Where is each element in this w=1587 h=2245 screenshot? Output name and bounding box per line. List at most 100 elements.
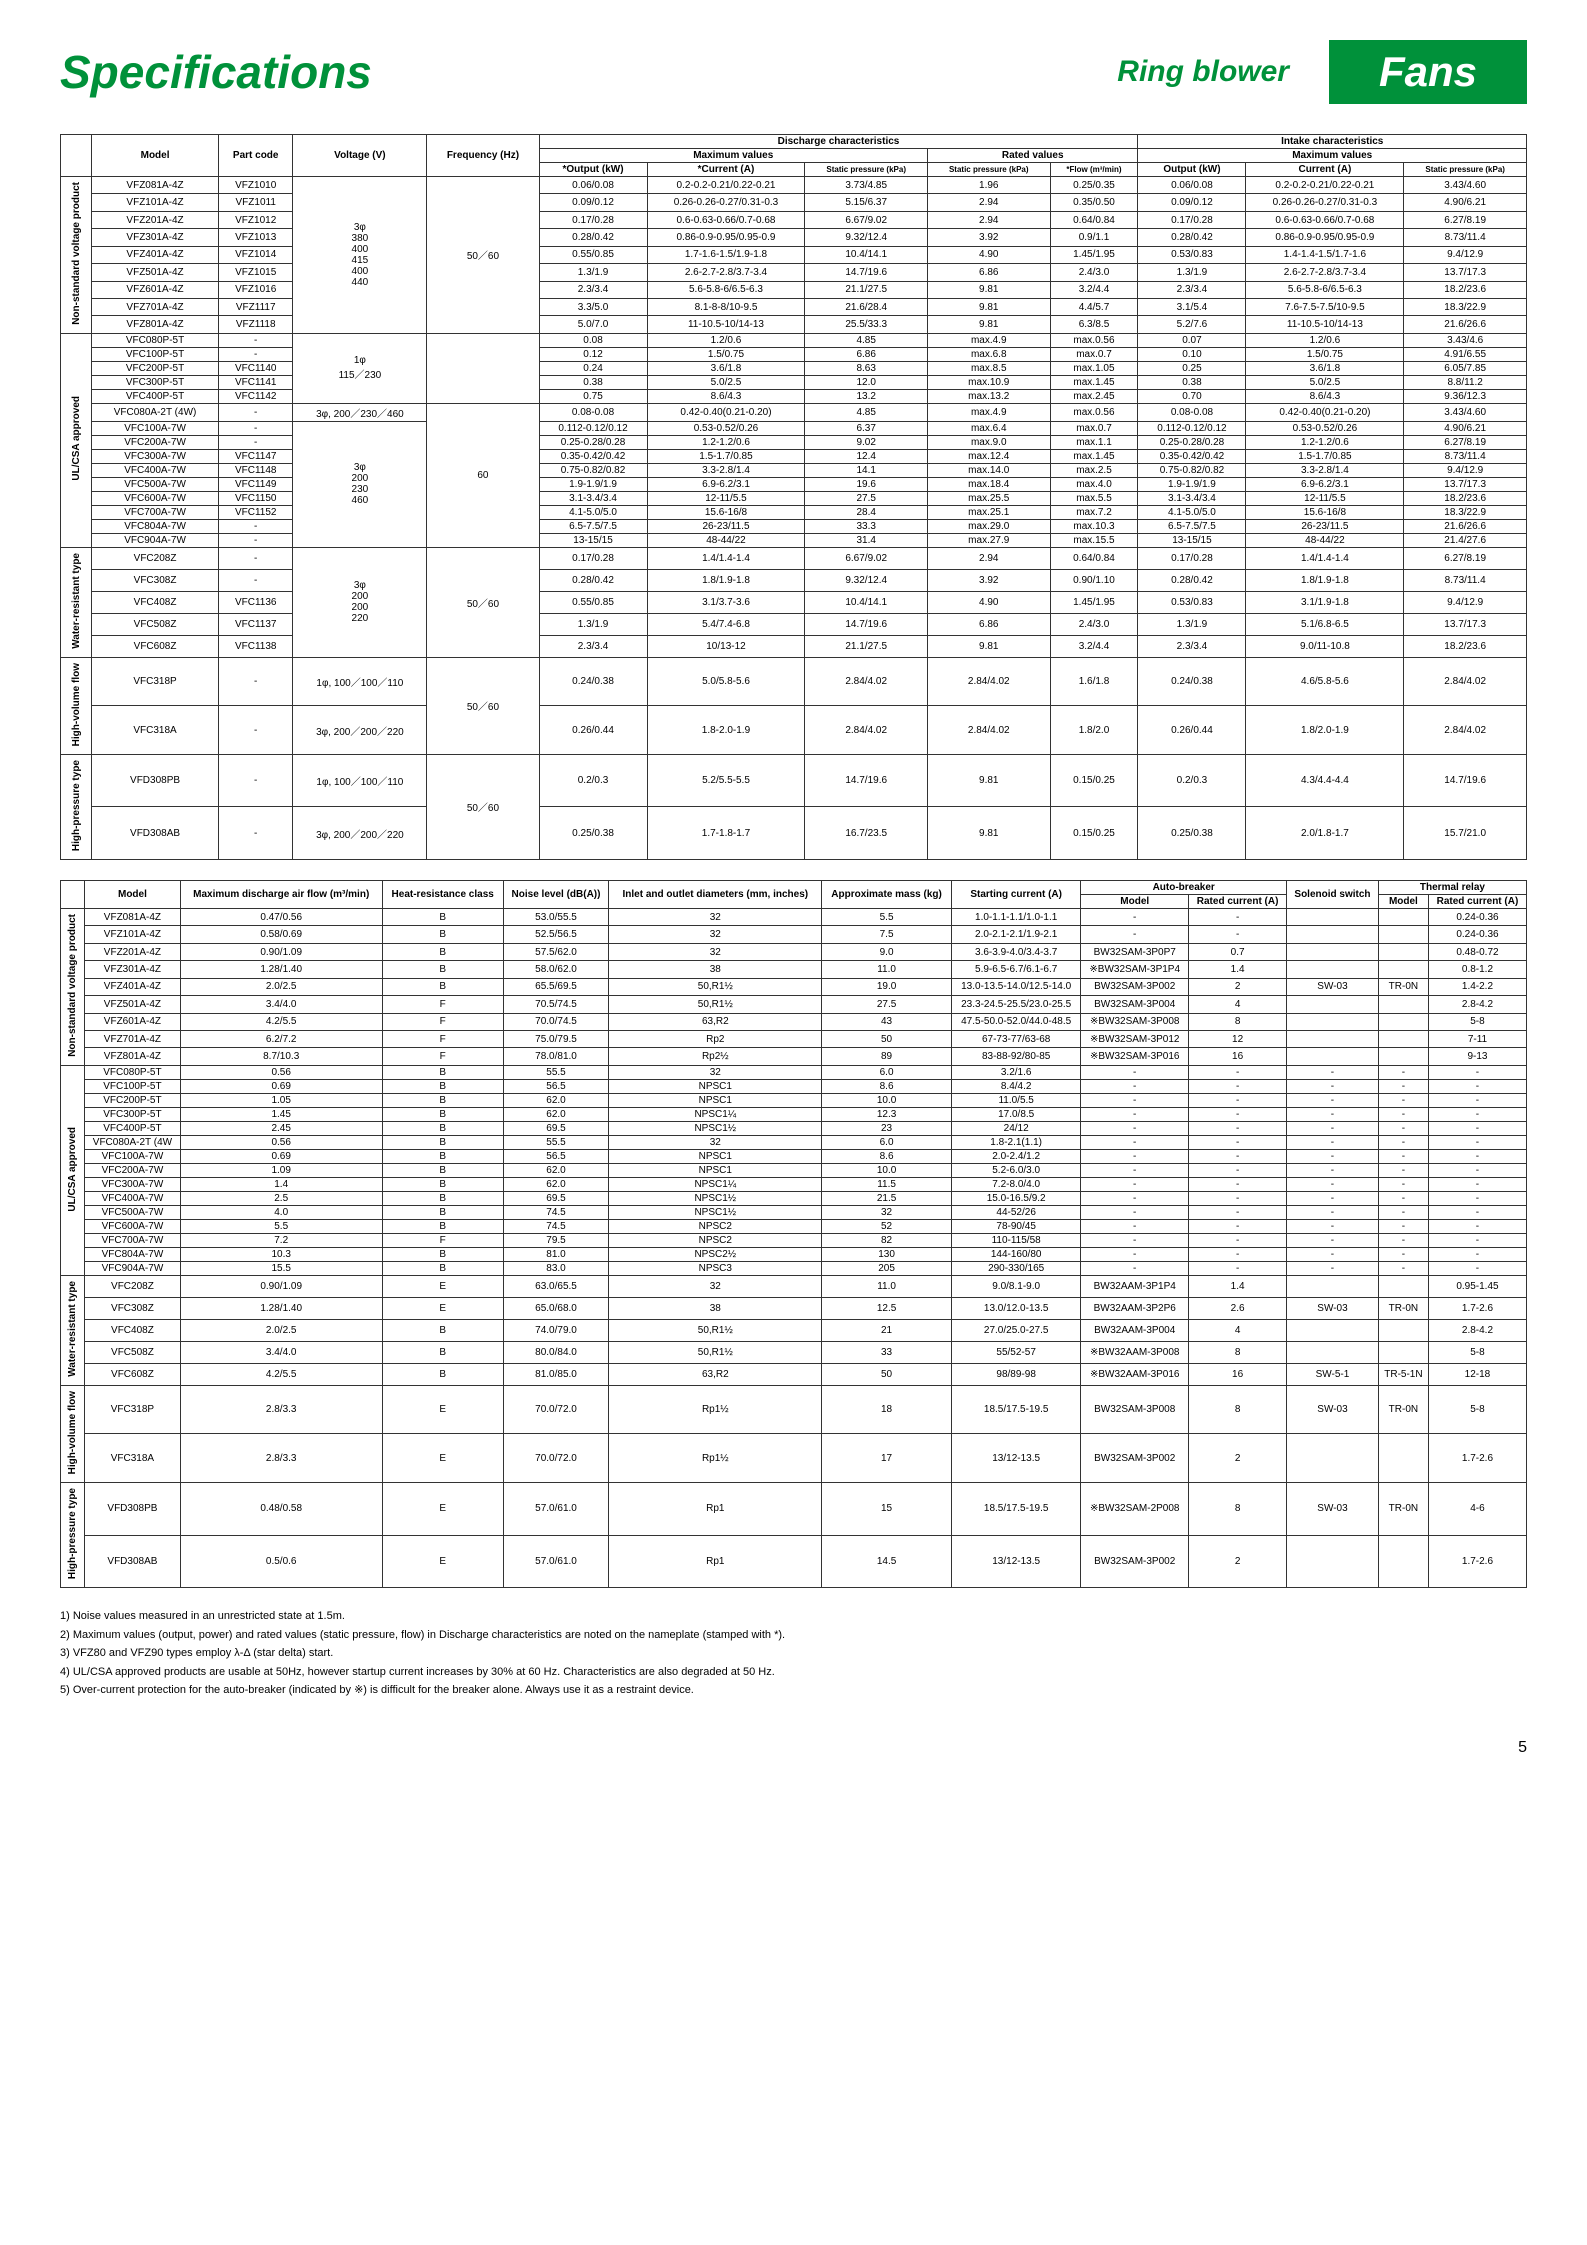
cell: ※BW32SAM-3P012 (1081, 1031, 1189, 1048)
cell: 0.24-0.36 (1428, 909, 1526, 926)
cell: - (1189, 1135, 1287, 1149)
cell: VFZ801A-4Z (85, 1048, 180, 1065)
cell: 1.9-1.9/1.9 (1138, 477, 1246, 491)
cell: 89 (822, 1048, 952, 1065)
cell: 43 (822, 1013, 952, 1030)
cell: - (218, 435, 292, 449)
cell: 8 (1189, 1482, 1287, 1535)
cell: - (1081, 1135, 1189, 1149)
cell: 12-11/5.5 (1246, 491, 1404, 505)
cell: - (1081, 1247, 1189, 1261)
cell: 0.69 (180, 1149, 382, 1163)
cell: - (1378, 1107, 1428, 1121)
cell: ※BW32AAM-3P008 (1081, 1341, 1189, 1363)
cell: 31.4 (805, 533, 928, 547)
cell: 3.2/1.6 (952, 1065, 1081, 1079)
cell: 13.0-13.5-14.0/12.5-14.0 (952, 978, 1081, 995)
cell: 2.5 (180, 1191, 382, 1205)
cell: 33 (822, 1341, 952, 1363)
cell: 18.3/22.9 (1404, 298, 1527, 315)
cell: - (1287, 1219, 1379, 1233)
cell: - (218, 569, 292, 591)
cell: 15.6-16/8 (1246, 505, 1404, 519)
cell: 78-90/45 (952, 1219, 1081, 1233)
cell: max.8.5 (927, 361, 1050, 375)
cell: 9.0/11-10.8 (1246, 635, 1404, 657)
cell: 3.1-3.4/3.4 (539, 491, 647, 505)
cell: B (382, 1177, 503, 1191)
table-row: VFC308Z1.28/1.40E65.0/68.03812.513.0/12.… (61, 1297, 1527, 1319)
cell: - (218, 807, 292, 860)
cell: 38 (609, 1297, 822, 1319)
cell: 19.0 (822, 978, 952, 995)
cell: VFC1152 (218, 505, 292, 519)
cell: 16.7/23.5 (805, 807, 928, 860)
cell: 0.09/0.12 (1138, 194, 1246, 211)
cell: 3.3-2.8/1.4 (1246, 463, 1404, 477)
table-row: VFC600A-7WVFC11503.1-3.4/3.412-11/5.527.… (61, 491, 1527, 505)
cell: 1.28/1.40 (180, 961, 382, 978)
cell: VFC1138 (218, 635, 292, 657)
brand-badge: Fans (1329, 40, 1527, 104)
cell: BW32AAM-3P004 (1081, 1319, 1189, 1341)
cell: 3.2/4.4 (1050, 635, 1138, 657)
cell: VFD308AB (92, 807, 219, 860)
cell: 6.86 (927, 264, 1050, 281)
col-dia: Inlet and outlet diameters (mm, inches) (609, 881, 822, 909)
cell: 50,R1½ (609, 1319, 822, 1341)
cell: - (1081, 1149, 1189, 1163)
cell: 0.26-0.26-0.27/0.31-0.3 (647, 194, 805, 211)
cell: - (1287, 1191, 1379, 1205)
cell: VFC600A-7W (92, 491, 219, 505)
table-row: VFC500A-7W4.0B74.5NPSC1½3244-52/26----- (61, 1205, 1527, 1219)
col-volt: Voltage (V) (293, 135, 427, 177)
col-out: *Output (kW) (539, 163, 647, 177)
cell: VFZ301A-4Z (92, 229, 219, 246)
cell: VFC1136 (218, 591, 292, 613)
cell: max.18.4 (927, 477, 1050, 491)
cell: VFC300A-7W (85, 1177, 180, 1191)
cell: 5.5 (180, 1219, 382, 1233)
cell: 9.02 (805, 435, 928, 449)
cell: 4.90/6.21 (1404, 421, 1527, 435)
cell: F (382, 1031, 503, 1048)
table-row: VFC804A-7W-6.5-7.5/7.526-23/11.533.3max.… (61, 519, 1527, 533)
cell: 18.5/17.5-19.5 (952, 1482, 1081, 1535)
cell (1287, 1048, 1379, 1065)
table-row: VFC400A-7WVFC11480.75-0.82/0.823.3-2.8/1… (61, 463, 1527, 477)
table-row: VFC700A-7W7.2F79.5NPSC282110-115/58----- (61, 1233, 1527, 1247)
cell: - (1081, 1093, 1189, 1107)
cell: - (1081, 1065, 1189, 1079)
cell: 1.45/1.95 (1050, 246, 1138, 263)
cell (1287, 1013, 1379, 1030)
cell: 2.3/3.4 (1138, 281, 1246, 298)
cell: 8 (1189, 1341, 1287, 1363)
cell: 1.5/0.75 (647, 347, 805, 361)
cell: VFZ1016 (218, 281, 292, 298)
cell: 4.3/4.4-4.4 (1246, 754, 1404, 807)
cell: VFC080P-5T (85, 1065, 180, 1079)
cell: - (1428, 1107, 1526, 1121)
cell: - (1428, 1121, 1526, 1135)
cell: 3φ, 200／200／220 (293, 807, 427, 860)
cell: 1.6/1.8 (1050, 657, 1138, 706)
cell: VFC1150 (218, 491, 292, 505)
cell (1287, 961, 1379, 978)
cell: VFC300P-5T (92, 375, 219, 389)
cell: 11-10.5-10/14-13 (647, 316, 805, 333)
cell: VFC1142 (218, 389, 292, 403)
cell: max.14.0 (927, 463, 1050, 477)
group-label: High-pressure type (61, 1482, 85, 1587)
cell: max.5.5 (1050, 491, 1138, 505)
cell: BW32SAM-3P002 (1081, 1434, 1189, 1483)
cell: 0.6-0.63-0.66/0.7-0.68 (1246, 211, 1404, 228)
cell: - (1378, 1205, 1428, 1219)
table-row: VFC300A-7W1.4B62.0NPSC1¼11.57.2-8.0/4.0-… (61, 1177, 1527, 1191)
cell: 9.4/12.9 (1404, 463, 1527, 477)
cell: VFC308Z (92, 569, 219, 591)
cell: 2.8/3.3 (180, 1385, 382, 1434)
cell: 25.5/33.3 (805, 316, 928, 333)
cell: 0.48-0.72 (1428, 943, 1526, 960)
cell: - (1081, 1177, 1189, 1191)
cell: 9.81 (927, 754, 1050, 807)
